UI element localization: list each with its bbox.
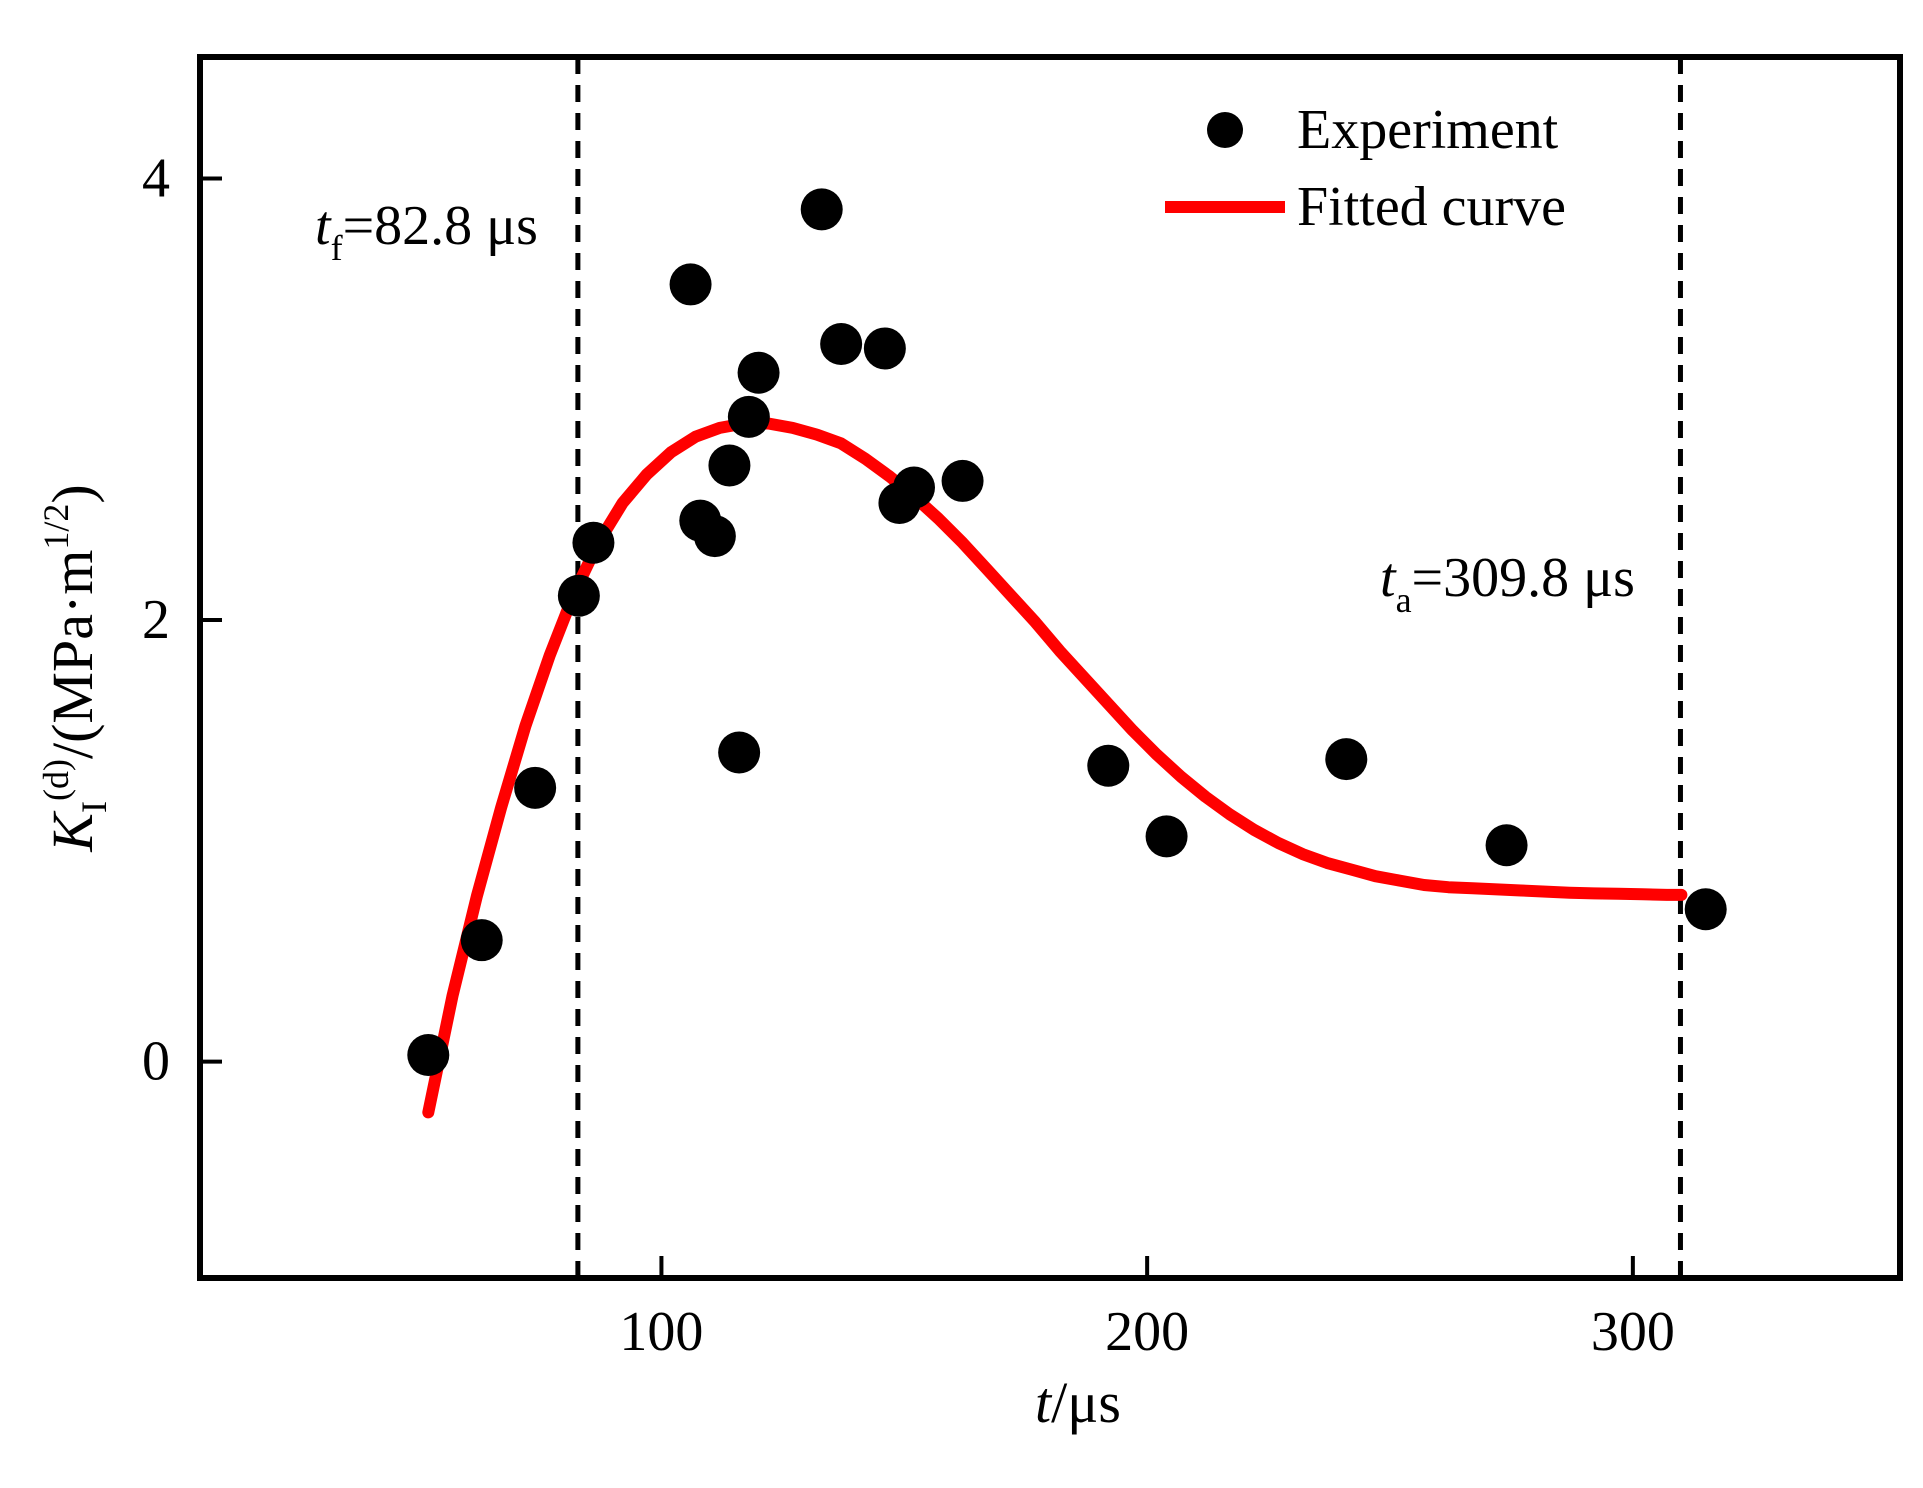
x-tick-label-100: 100 [619,1301,703,1363]
x-tick-label-300: 300 [1591,1301,1675,1363]
experiment-point-11 [737,351,780,394]
legend: Experiment Fitted curve [1165,99,1566,238]
experiment-point-8 [708,444,751,487]
experiment-point-7 [693,515,736,558]
y-tick-label-4: 4 [142,147,170,209]
experiment-point-4 [572,521,615,564]
experiment-point-21 [1485,824,1528,867]
fitted-curve [422,417,1688,1119]
experiment-point-2 [514,766,557,809]
experiment-point-19 [1145,815,1188,858]
annotation-ta: ta=309.8 μs [1380,547,1635,620]
experiment-point-12 [800,188,843,231]
experiment-point-22 [1684,888,1727,931]
experiment-point-16 [893,466,935,509]
plot-frame [197,54,1903,1281]
reference-lines [575,57,1683,1278]
experiment-point-9 [718,731,761,774]
experiment-points [407,188,1727,1076]
legend-fit-label: Fitted curve [1297,176,1566,238]
experiment-point-13 [820,323,863,366]
experiment-point-10 [727,395,770,438]
x-tick-label-200: 200 [1105,1301,1189,1363]
annotation-tf: tf=82.8 μs [315,195,538,268]
y-axis-title: KI(d)/(MPa·m1/2) [36,484,114,852]
axis-ticks [200,176,1635,1278]
experiment-point-5 [669,263,712,306]
experiment-point-18 [1087,744,1130,787]
tick-labels: 100 200 300 0 2 4 [142,147,1675,1363]
fitted-curve-layer [422,417,1688,1119]
x-axis-title: t/μs [1035,1370,1121,1435]
experiment-point-1 [460,919,503,962]
experiment-point-14 [863,327,906,370]
experiment-point-0 [407,1033,450,1076]
y-tick-label-0: 0 [142,1031,170,1093]
experiment-point-20 [1325,738,1368,781]
experiment-point-3 [557,574,600,617]
legend-experiment-label: Experiment [1297,99,1559,161]
legend-experiment-marker [1207,112,1243,148]
experiment-point-17 [941,459,984,502]
y-tick-label-2: 2 [142,589,170,651]
